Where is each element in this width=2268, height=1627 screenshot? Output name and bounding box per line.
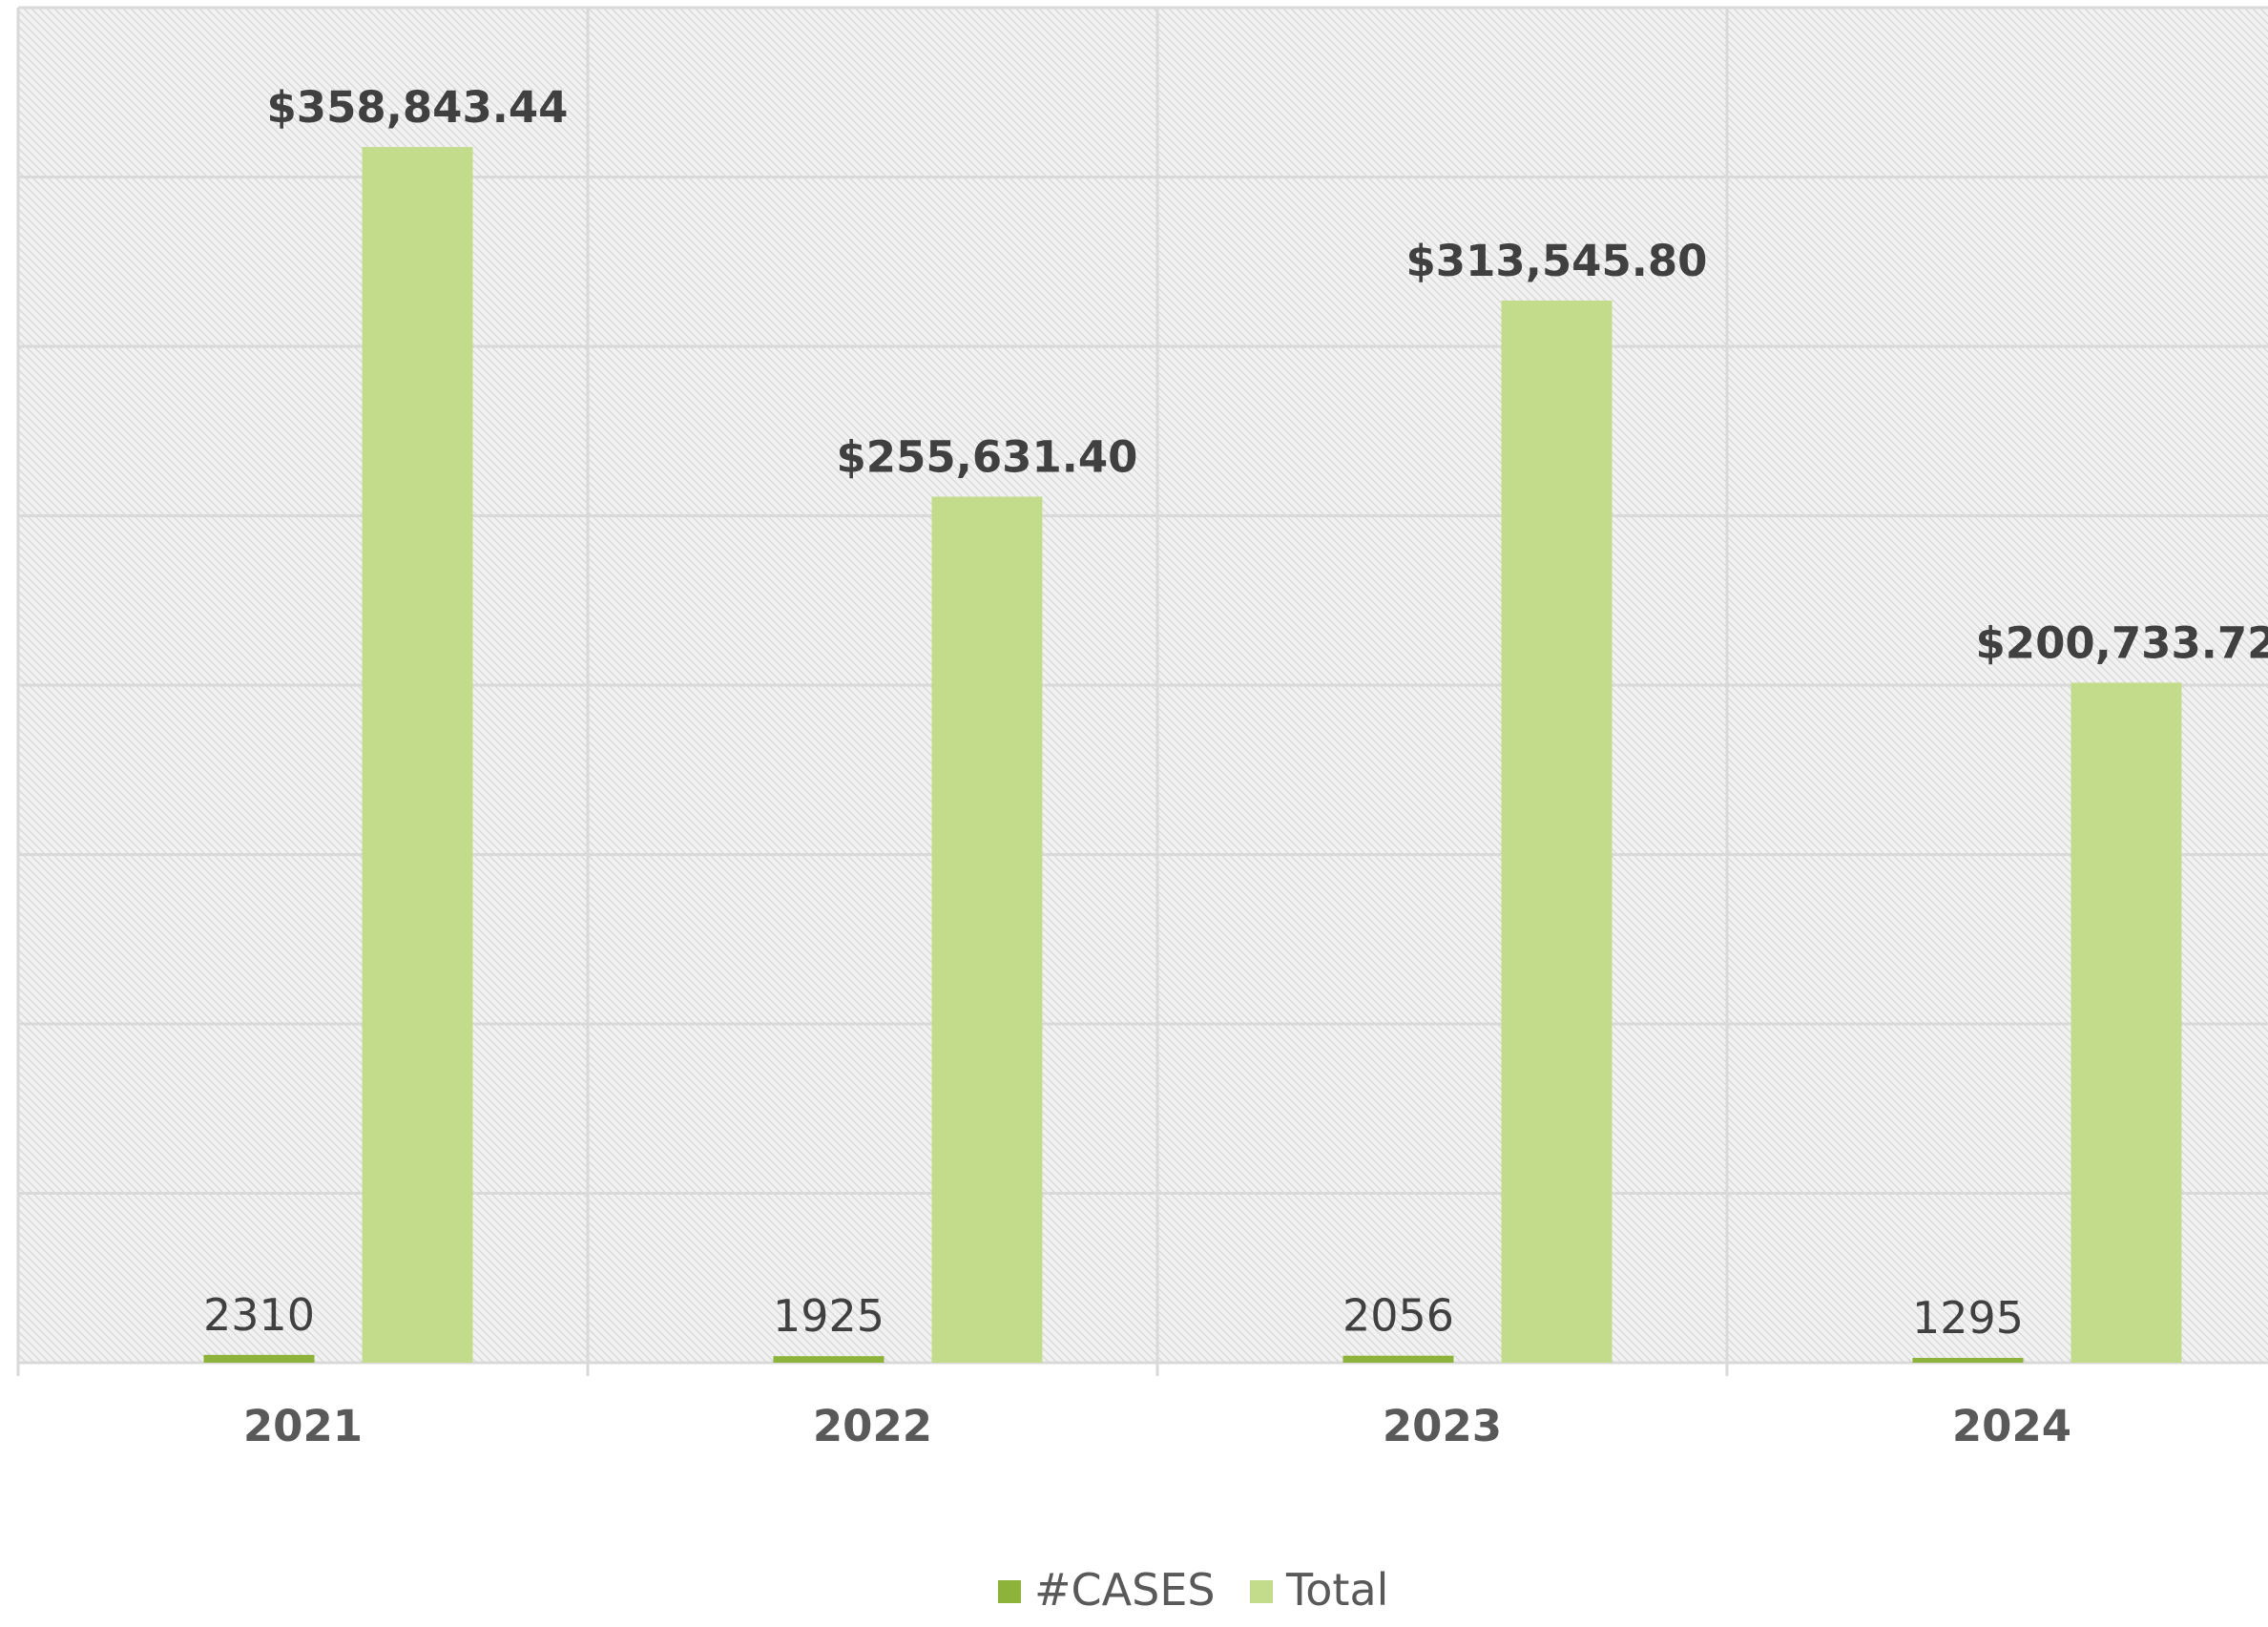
data-label-cases-2024: 1295	[1912, 1292, 2024, 1344]
data-label-total-2023: $313,545.80	[1406, 236, 1708, 286]
data-label-total-2021: $358,843.44	[267, 82, 569, 133]
bar-cases-2023	[1342, 1355, 1454, 1363]
bar-total-2021	[362, 147, 473, 1363]
bars	[203, 147, 2182, 1364]
data-label-cases-2022: 1925	[773, 1290, 884, 1342]
data-label-total-2024: $200,733.72	[1976, 617, 2268, 668]
bar-total-2022	[931, 496, 1043, 1363]
category-axis: 2021 2022 2023 2024	[243, 1401, 2071, 1451]
data-label-cases-2023: 2056	[1342, 1290, 1454, 1342]
legend-label-total: Total	[1285, 1564, 1388, 1616]
legend-swatch-total	[1250, 1580, 1273, 1603]
data-label-total-2022: $255,631.40	[837, 432, 1138, 483]
bar-cases-2021	[203, 1354, 315, 1363]
tick-label-2022: 2022	[813, 1401, 932, 1451]
data-label-cases-2021: 2310	[203, 1289, 315, 1341]
legend-swatch-cases	[998, 1580, 1021, 1603]
data-labels: 2310 1925 2056 1295 $358,843.44 $255,631.40 $3…	[203, 82, 2268, 1344]
bar-total-2024	[2070, 682, 2182, 1363]
bar-cases-2022	[773, 1356, 884, 1363]
bar-total-2023	[1501, 300, 1613, 1364]
legend-label-cases: #CASES	[1034, 1564, 1216, 1616]
tick-label-2021: 2021	[243, 1401, 363, 1451]
legend: #CASES Total	[998, 1564, 1388, 1616]
tick-label-2024: 2024	[1952, 1401, 2071, 1451]
tick-label-2023: 2023	[1383, 1401, 1502, 1451]
bar-cases-2024	[1912, 1358, 2024, 1363]
